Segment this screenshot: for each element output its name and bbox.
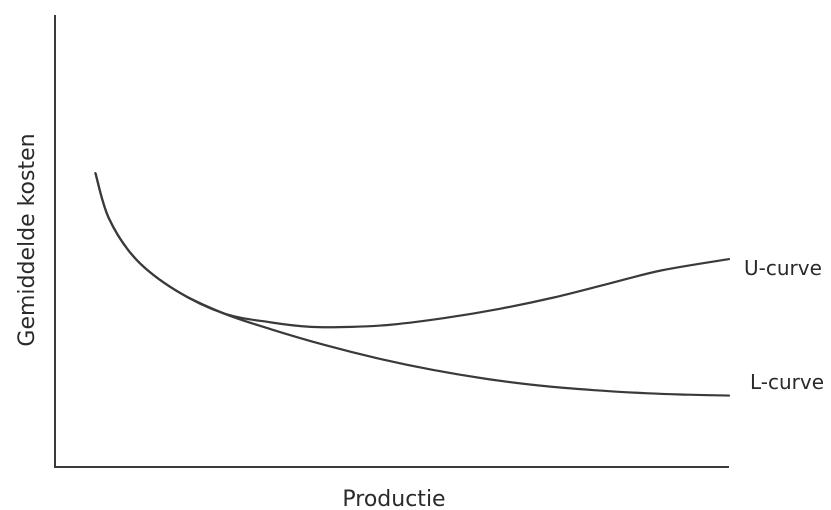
series-line-u-curve (94, 172, 731, 329)
x-axis-title: Productie (342, 487, 445, 510)
series-layer (94, 172, 731, 397)
series-label-l-curve: L-curve (750, 370, 824, 394)
y-axis-title: Gemiddelde kosten (15, 133, 40, 346)
series-label-u-curve: U-curve (744, 256, 822, 280)
series-line-l-curve (94, 172, 731, 397)
